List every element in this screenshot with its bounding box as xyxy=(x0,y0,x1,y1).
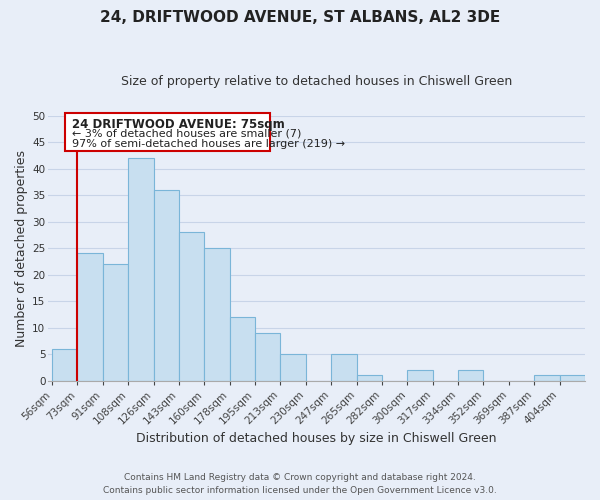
Bar xyxy=(331,354,356,380)
Bar xyxy=(77,254,103,380)
Bar xyxy=(103,264,128,380)
Bar xyxy=(154,190,179,380)
Bar xyxy=(356,376,382,380)
Bar xyxy=(204,248,230,380)
Text: ← 3% of detached houses are smaller (7): ← 3% of detached houses are smaller (7) xyxy=(73,129,302,139)
Y-axis label: Number of detached properties: Number of detached properties xyxy=(15,150,28,346)
Bar xyxy=(407,370,433,380)
Bar xyxy=(255,333,280,380)
Bar xyxy=(230,317,255,380)
Bar xyxy=(179,232,204,380)
Text: 97% of semi-detached houses are larger (219) →: 97% of semi-detached houses are larger (… xyxy=(73,140,346,149)
Bar xyxy=(52,349,77,380)
Text: 24 DRIFTWOOD AVENUE: 75sqm: 24 DRIFTWOOD AVENUE: 75sqm xyxy=(73,118,285,131)
Text: Contains HM Land Registry data © Crown copyright and database right 2024.
Contai: Contains HM Land Registry data © Crown c… xyxy=(103,473,497,495)
Bar xyxy=(128,158,154,380)
Title: Size of property relative to detached houses in Chiswell Green: Size of property relative to detached ho… xyxy=(121,75,512,88)
X-axis label: Distribution of detached houses by size in Chiswell Green: Distribution of detached houses by size … xyxy=(136,432,497,445)
Text: 24, DRIFTWOOD AVENUE, ST ALBANS, AL2 3DE: 24, DRIFTWOOD AVENUE, ST ALBANS, AL2 3DE xyxy=(100,10,500,25)
FancyBboxPatch shape xyxy=(65,113,270,151)
Bar xyxy=(534,376,560,380)
Bar xyxy=(280,354,306,380)
Bar xyxy=(560,376,585,380)
Bar xyxy=(458,370,484,380)
